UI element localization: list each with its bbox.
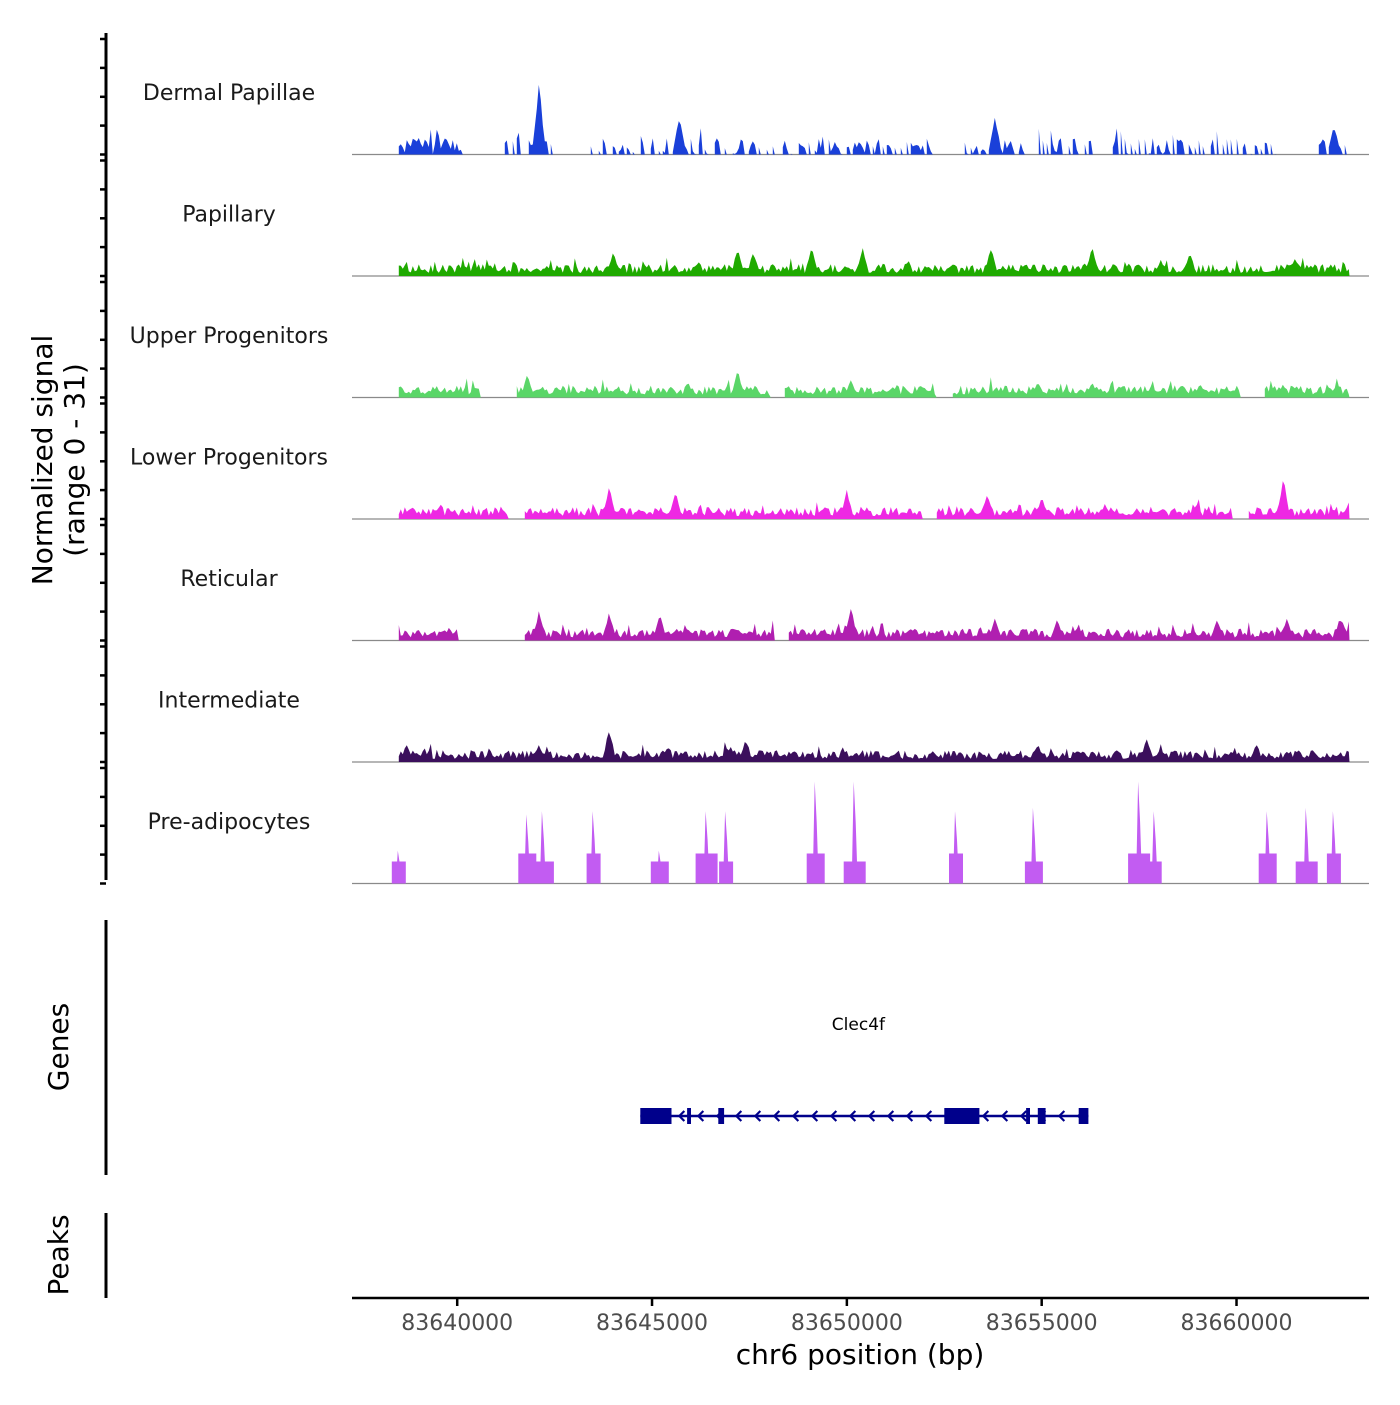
gene-exon — [718, 1108, 725, 1124]
gene-exon — [1078, 1108, 1089, 1124]
gene-name-label: Clec4f — [832, 1015, 886, 1035]
signal-tracks: Dermal Papillae Papillary Upper Progenitor… — [130, 81, 1369, 885]
track-label: Pre-adipocytes — [148, 810, 311, 835]
strand-arrow — [924, 1110, 933, 1122]
peaks-panel: Peaks — [42, 1213, 108, 1298]
genes-panel-title: Genes — [42, 1003, 75, 1091]
track-label: Papillary — [182, 203, 276, 228]
strand-arrow — [791, 1110, 800, 1122]
signal-area — [398, 373, 1350, 398]
x-tick-label: 83655000 — [986, 1311, 1098, 1336]
strand-arrow — [772, 1110, 781, 1122]
gene-models: Clec4f — [640, 1015, 1089, 1124]
strand-arrow — [734, 1110, 743, 1122]
track-intermediate: Intermediate — [158, 689, 1369, 763]
signal-area — [398, 84, 1347, 155]
gene-exon — [687, 1108, 691, 1124]
strand-arrow — [829, 1110, 838, 1122]
x-axis-ticks: 83640000 83645000 83650000 83655000 83660000 — [401, 1298, 1292, 1336]
strand-arrow — [981, 1110, 990, 1122]
x-tick-label: 83645000 — [596, 1311, 708, 1336]
strand-arrow — [696, 1110, 705, 1122]
gene-exon — [944, 1108, 980, 1124]
signal-area — [398, 609, 1350, 641]
x-axis: 83640000 83645000 83650000 83655000 83660000… — [352, 1296, 1369, 1371]
track-label: Dermal Papillae — [143, 81, 315, 106]
strand-arrow — [677, 1110, 686, 1122]
strand-arrow — [867, 1110, 876, 1122]
x-tick-label: 83650000 — [791, 1311, 903, 1336]
strand-arrow — [753, 1110, 762, 1122]
track-label: Upper Progenitors — [130, 324, 329, 349]
track-papillary: Papillary — [182, 203, 1369, 277]
track-lower-progenitors: Lower Progenitors — [130, 446, 1369, 520]
signal-area — [391, 781, 1341, 884]
track-label: Lower Progenitors — [130, 446, 328, 471]
strand-arrow — [1019, 1110, 1028, 1122]
strand-arrow — [905, 1110, 914, 1122]
strand-arrow — [886, 1110, 895, 1122]
strand-arrow — [1057, 1110, 1066, 1122]
y-axis-title: Normalized signal (range 0 - 31) — [26, 335, 91, 586]
track-upper-progenitors: Upper Progenitors — [130, 324, 1369, 399]
gene-clec4f: Clec4f — [640, 1015, 1089, 1124]
gene-exon — [640, 1108, 672, 1124]
gene-exon — [1037, 1108, 1046, 1124]
x-axis-title: chr6 position (bp) — [736, 1338, 985, 1371]
track-pre-adipocytes: Pre-adipocytes — [148, 781, 1369, 885]
strand-arrow — [1000, 1110, 1009, 1122]
track-reticular: Reticular — [180, 567, 1369, 642]
signal-area — [398, 481, 1350, 519]
y-axis-title-line2: (range 0 - 31) — [58, 363, 91, 557]
strand-arrow — [848, 1110, 857, 1122]
genes-panel: Genes Clec4f — [42, 920, 1089, 1175]
peaks-panel-title: Peaks — [42, 1214, 75, 1295]
x-tick-label: 83640000 — [401, 1311, 513, 1336]
gene-exon — [1026, 1108, 1030, 1124]
track-label: Intermediate — [158, 689, 300, 714]
track-label: Reticular — [180, 567, 278, 592]
signal-area — [398, 732, 1350, 762]
signal-area — [398, 248, 1350, 276]
x-tick-label: 83660000 — [1181, 1311, 1293, 1336]
y-axis-title-line1: Normalized signal — [26, 335, 59, 586]
strand-arrow — [810, 1110, 819, 1122]
track-dermal-papillae: Dermal Papillae — [143, 81, 1369, 156]
